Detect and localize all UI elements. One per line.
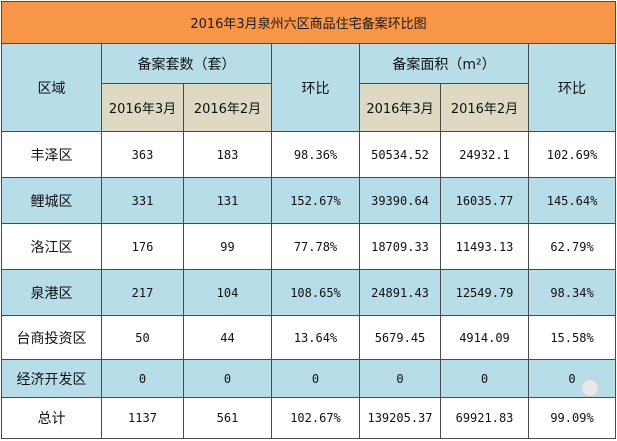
value-cell: 102.69%: [527, 131, 617, 178]
value-cell: 152.67%: [271, 177, 360, 224]
table-row: 丰泽区 363 183 98.36% 50534.52 24932.1 102.69%: [1, 131, 617, 178]
value-cell: 77.78%: [271, 223, 360, 270]
value-cell: 11493.13: [440, 223, 529, 270]
subheader-area-feb: 2016年2月: [440, 83, 529, 132]
value-cell: 99.09%: [527, 397, 617, 439]
value-cell: 131: [183, 177, 272, 224]
region-cell: 泉港区: [1, 269, 102, 316]
table-row: 台商投资区 50 44 13.64% 5679.45 4914.09 15.58%: [1, 315, 617, 360]
value-cell: 98.34%: [527, 269, 617, 316]
value-cell: 561: [183, 397, 272, 439]
value-cell: 24932.1: [440, 131, 529, 178]
value-cell: 5679.45: [359, 315, 441, 360]
subheader-count-feb: 2016年2月: [183, 83, 272, 132]
watermark-icon: [581, 379, 599, 397]
value-cell: 4914.09: [440, 315, 529, 360]
value-cell: 183: [183, 131, 272, 178]
region-cell: 台商投资区: [1, 315, 102, 360]
value-cell: 39390.64: [359, 177, 441, 224]
value-cell: 62.79%: [527, 223, 617, 270]
value-cell: 99: [183, 223, 272, 270]
value-cell: 50: [101, 315, 184, 360]
table-row: 总计 1137 561 102.67% 139205.37 69921.83 99.09%: [1, 397, 617, 439]
table-row: 洛江区 176 99 77.78% 18709.33 11493.13 62.79%: [1, 223, 617, 270]
table-body: 丰泽区 363 183 98.36% 50534.52 24932.1 102.69% 鲤城区…: [1, 131, 617, 439]
value-cell: 24891.43: [359, 269, 441, 316]
header-ratio-count: 环比: [271, 43, 360, 132]
value-cell: 44: [183, 315, 272, 360]
header-area-group: 备案面积（m²）: [359, 43, 529, 84]
header-ratio-area: 环比: [527, 43, 617, 132]
value-cell: 363: [101, 131, 184, 178]
value-cell: 0: [183, 359, 272, 398]
value-cell: 145.64%: [527, 177, 617, 224]
value-cell: 12549.79: [440, 269, 529, 316]
table-row: 经济开发区 0 0 0 0 0 0: [1, 359, 617, 398]
value-cell: 0: [271, 359, 360, 398]
header-region: 区域: [1, 43, 102, 132]
region-cell: 经济开发区: [1, 359, 102, 398]
value-cell: 331: [101, 177, 184, 224]
value-cell: 69921.83: [440, 397, 529, 439]
value-cell: 1137: [101, 397, 184, 439]
region-cell: 洛江区: [1, 223, 102, 270]
subheader-count-mar: 2016年3月: [101, 83, 184, 132]
value-cell: 0: [440, 359, 529, 398]
value-cell: 102.67%: [271, 397, 360, 439]
region-cell: 鲤城区: [1, 177, 102, 224]
value-cell: 13.64%: [271, 315, 360, 360]
value-cell: 139205.37: [359, 397, 441, 439]
value-cell: 18709.33: [359, 223, 441, 270]
subheader-area-mar: 2016年3月: [359, 83, 441, 132]
table-title: 2016年3月泉州六区商品住宅备案环比图: [0, 1, 617, 44]
value-cell: 15.58%: [527, 315, 617, 360]
header-count-group: 备案套数（套）: [101, 43, 272, 84]
value-cell: 0: [101, 359, 184, 398]
region-cell: 丰泽区: [1, 131, 102, 178]
value-cell: 217: [101, 269, 184, 316]
value-cell: 98.36%: [271, 131, 360, 178]
value-cell: 104: [183, 269, 272, 316]
table-row: 泉港区 217 104 108.65% 24891.43 12549.79 98.34%: [1, 269, 617, 316]
table-row: 鲤城区 331 131 152.67% 39390.64 16035.77 145.64%: [1, 177, 617, 224]
value-cell: 0: [527, 359, 617, 398]
value-cell: 16035.77: [440, 177, 529, 224]
value-cell: 176: [101, 223, 184, 270]
value-cell: 50534.52: [359, 131, 441, 178]
value-cell: 108.65%: [271, 269, 360, 316]
value-cell: 0: [359, 359, 441, 398]
region-cell: 总计: [1, 397, 102, 439]
